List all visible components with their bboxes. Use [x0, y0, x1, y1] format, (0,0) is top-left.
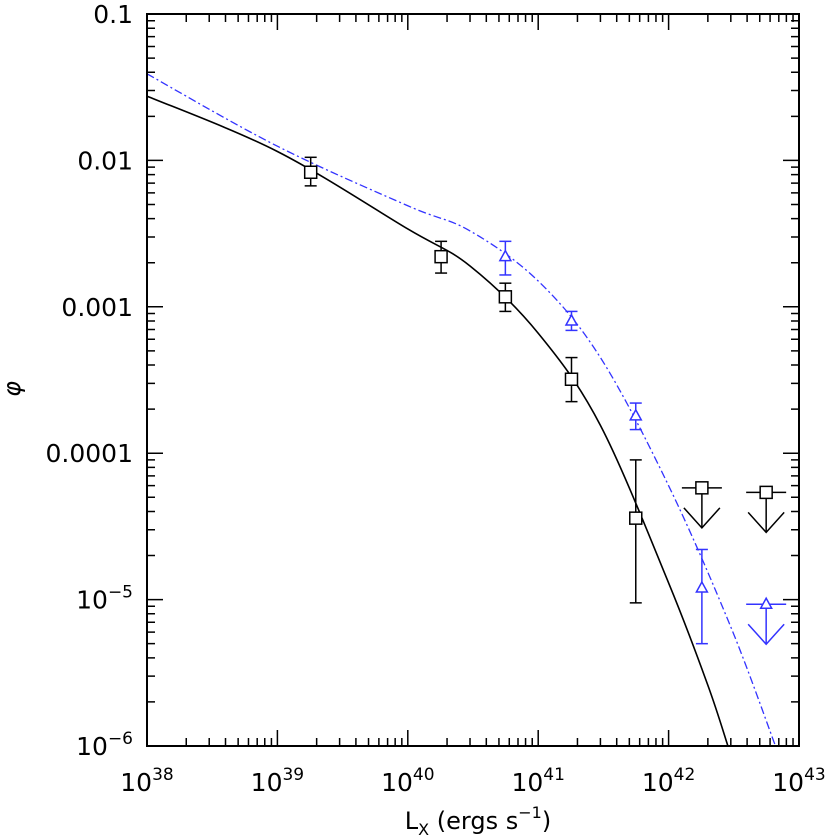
triangle-marker	[759, 596, 773, 609]
square-marker	[629, 511, 643, 525]
triangle-marker	[498, 249, 513, 262]
x-tick-label: 1038	[120, 765, 173, 797]
triangle-marker	[695, 580, 709, 593]
x-tick-label: 1041	[511, 765, 564, 797]
y-axis-label: φ	[0, 381, 26, 397]
x-tick-label: 1043	[772, 765, 825, 797]
upper-limit-arrow	[683, 507, 721, 529]
y-tick-label: 0.001	[61, 293, 133, 322]
y-tick-label: 0.0001	[46, 439, 133, 468]
upper-limit-arrow	[747, 511, 785, 534]
x-tick-label: 1042	[642, 765, 695, 797]
data-points	[303, 156, 787, 646]
y-tick-labels: 0.1 0.01 0.001 0.0001 10−5 10−6	[46, 0, 133, 761]
fit-lines	[146, 73, 777, 747]
x-tick-label: 1039	[251, 765, 304, 797]
x-tick-label: 1040	[381, 765, 434, 797]
y-tick-label: 10−6	[76, 729, 133, 761]
square-marker	[564, 372, 579, 386]
square-marker	[434, 249, 448, 264]
square-marker	[498, 290, 513, 304]
plot-frame	[146, 13, 800, 747]
square-marker	[303, 165, 318, 179]
y-tick-label: 10−5	[76, 583, 133, 615]
y-tick-label: 0.1	[93, 0, 133, 29]
upper-limit-arrow	[747, 623, 785, 646]
fit-line-dashdot	[146, 73, 777, 747]
x-axis-label: LX (ergs s−1)	[405, 803, 551, 835]
y-tick-label: 0.01	[77, 146, 133, 175]
square-marker	[695, 481, 709, 495]
x-tick-labels: 1038 1039 1040 1041 1042 1043	[120, 765, 825, 797]
triangle-marker	[628, 408, 643, 421]
triangle-marker	[564, 313, 579, 326]
square-marker	[759, 485, 773, 500]
fit-line-solid	[146, 95, 729, 747]
tick-marks	[146, 13, 800, 747]
axis-ticks	[146, 13, 800, 747]
